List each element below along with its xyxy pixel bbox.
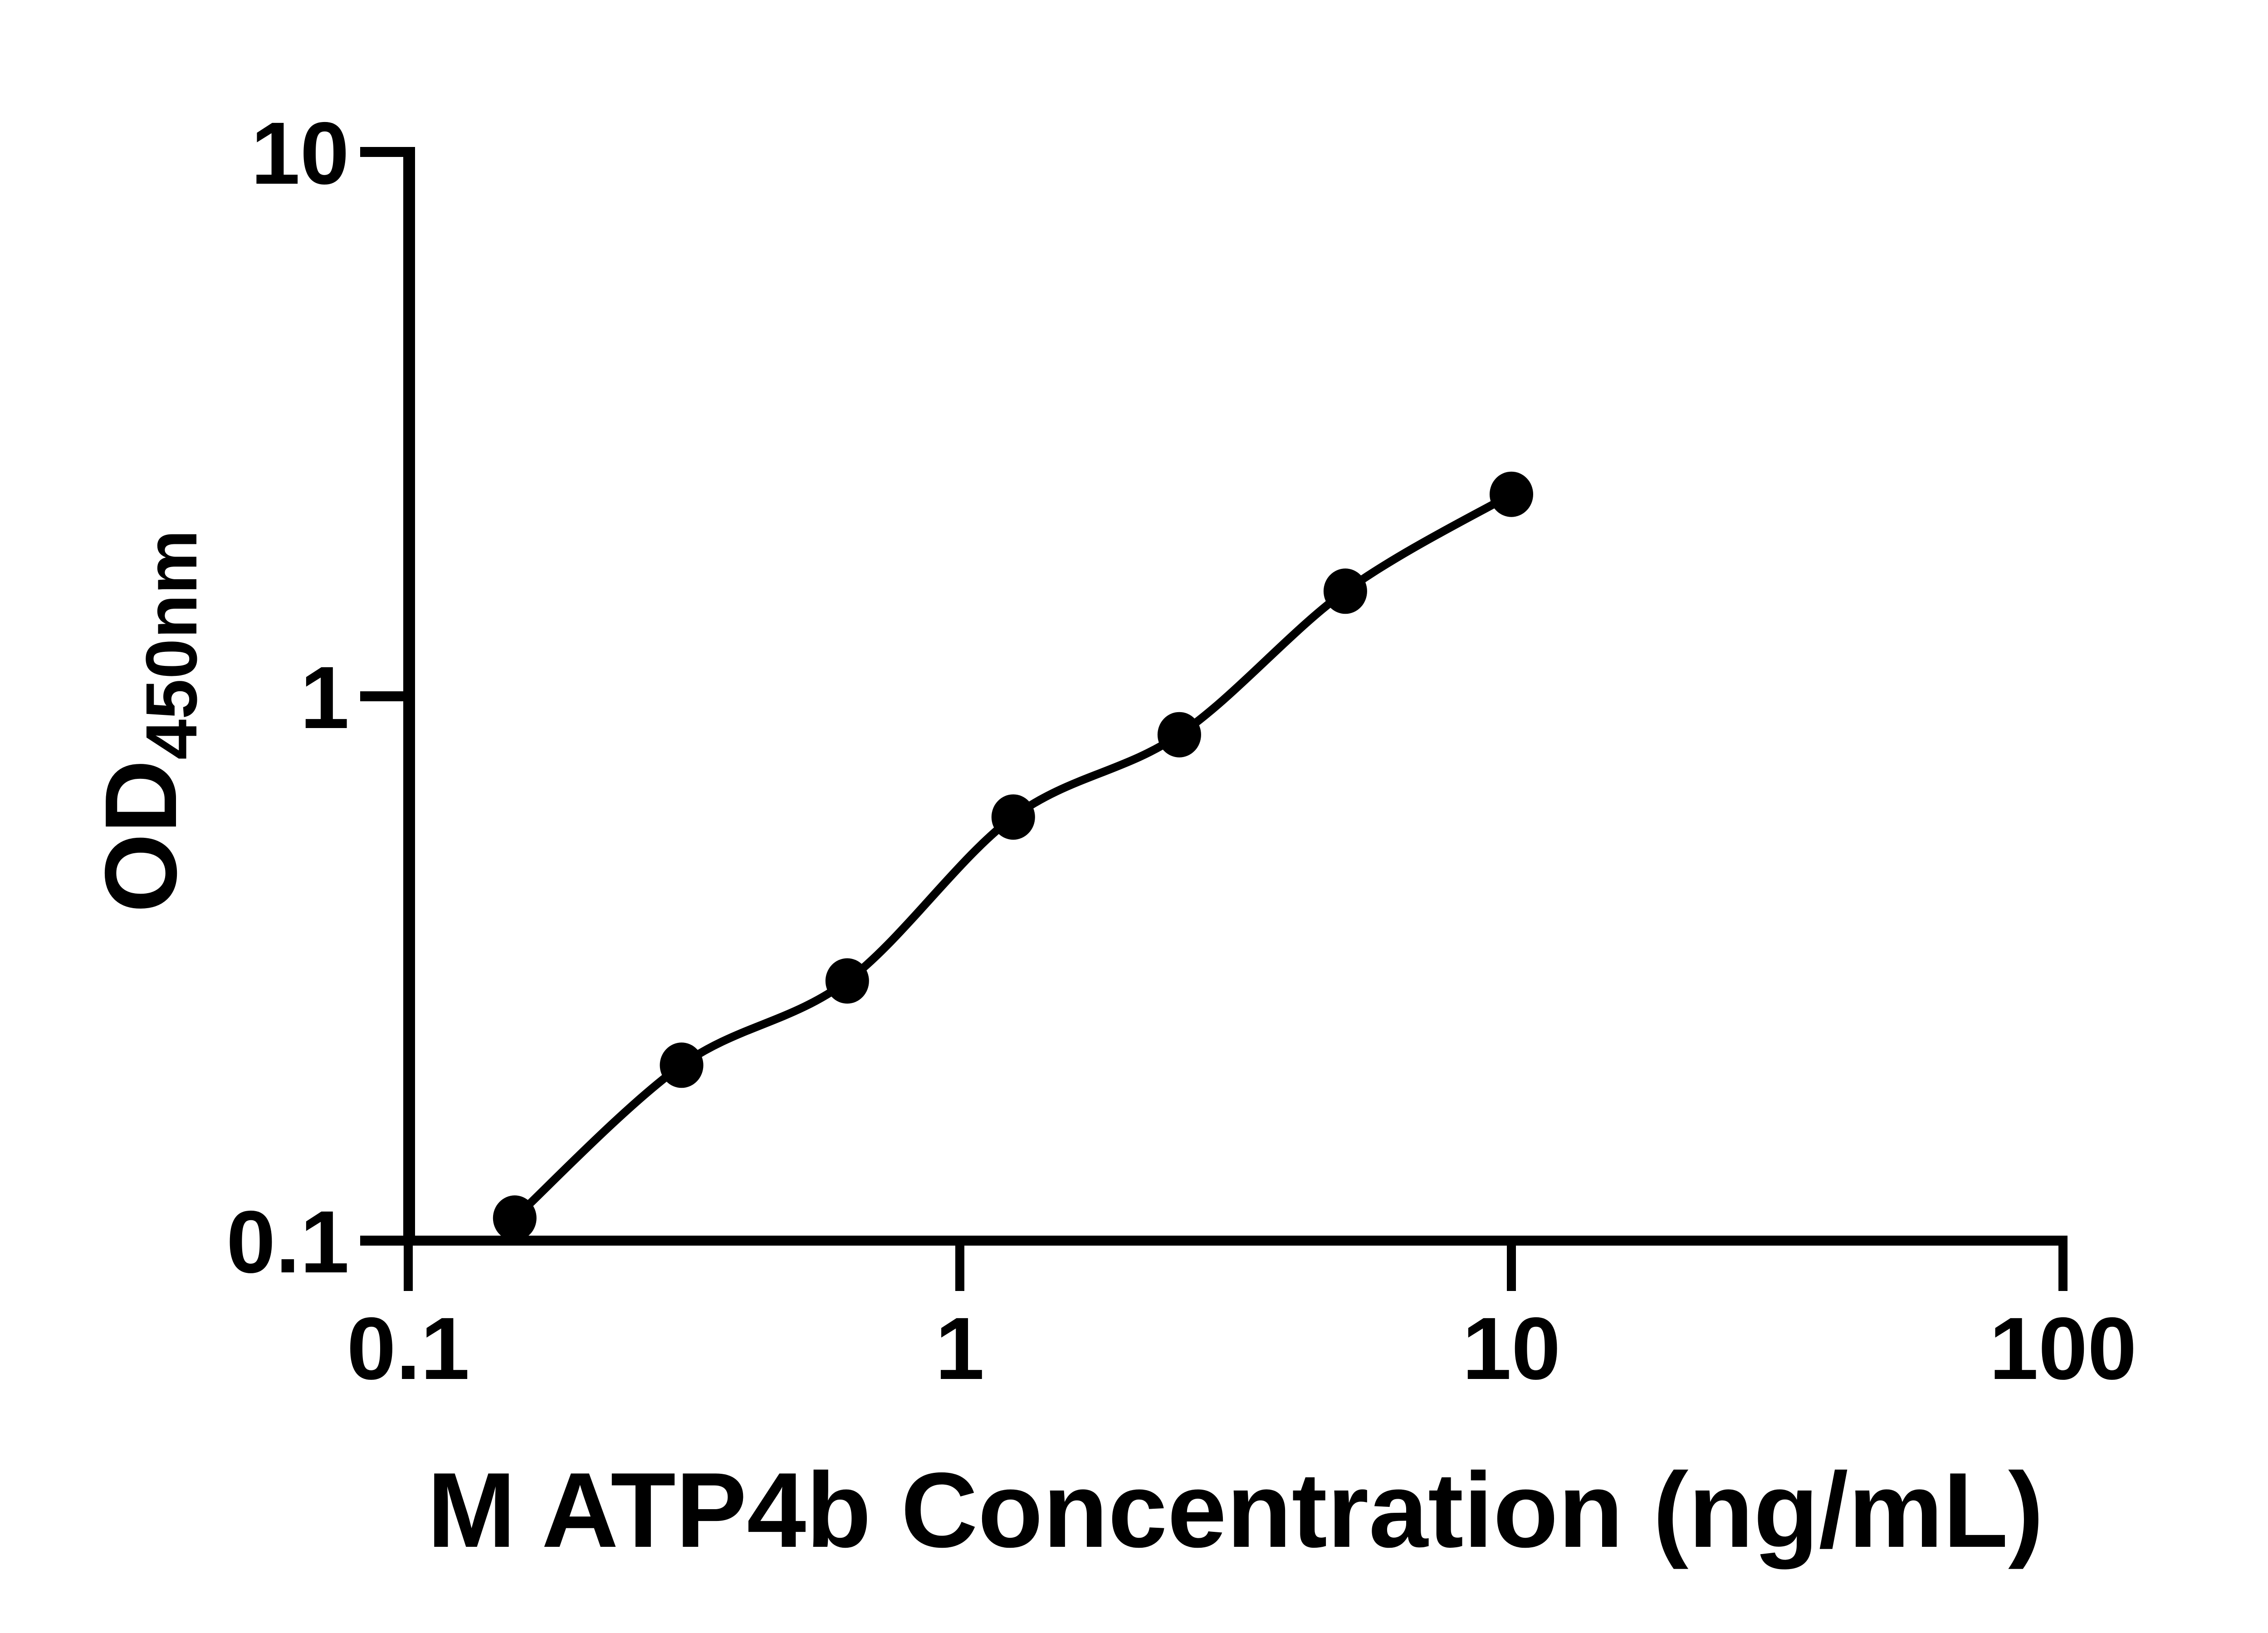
x-tick-label: 10 — [1462, 1299, 1561, 1398]
y-axis-line — [403, 147, 415, 1246]
data-point — [825, 958, 869, 1004]
y-tick-label: 0.1 — [226, 1193, 349, 1291]
y-axis-title: OD450nm — [83, 530, 212, 913]
x-axis-tick — [1507, 1246, 1516, 1291]
x-axis-tick — [404, 1246, 413, 1291]
y-axis-tick — [360, 1236, 403, 1246]
data-point — [1323, 568, 1367, 614]
x-axis-tick — [2058, 1246, 2068, 1291]
data-point — [493, 1195, 537, 1241]
x-tick-label: 100 — [1989, 1299, 2136, 1398]
x-tick-label: 1 — [935, 1299, 984, 1398]
y-axis-tick — [360, 691, 403, 701]
data-point — [660, 1042, 704, 1088]
data-point — [1490, 471, 1533, 517]
y-tick-label: 1 — [300, 648, 349, 747]
data-point — [1157, 712, 1201, 758]
x-tick-label: 0.1 — [347, 1299, 469, 1398]
x-axis-tick — [955, 1246, 964, 1291]
x-axis-line — [403, 1236, 2068, 1246]
y-axis-tick — [360, 147, 403, 157]
x-axis-title: M ATP4b Concentration (ng/mL) — [427, 1450, 2044, 1569]
y-tick-label: 10 — [251, 104, 349, 203]
y-axis-title-subscript: 450nm — [131, 530, 212, 760]
data-point — [991, 794, 1035, 840]
y-axis-title-main: OD — [83, 760, 198, 913]
